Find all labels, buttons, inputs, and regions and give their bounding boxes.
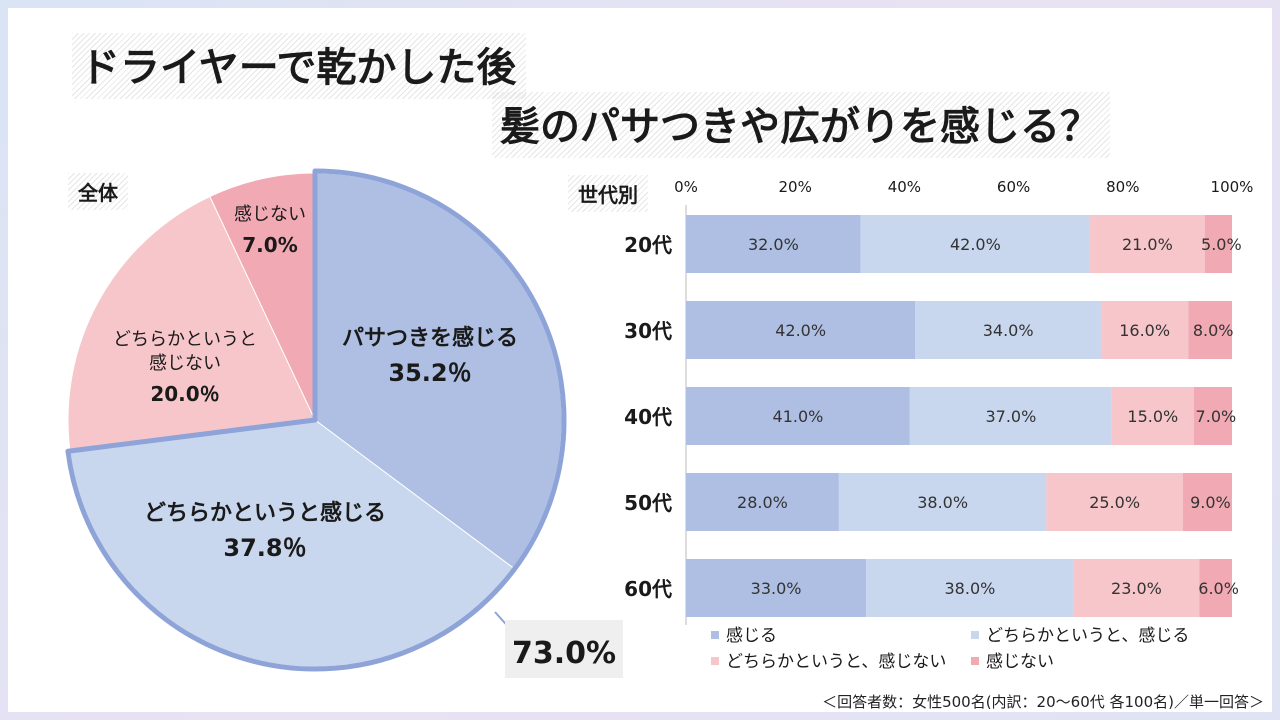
bar-value-label: 5.0% bbox=[1201, 235, 1242, 254]
bar-segment bbox=[860, 215, 1091, 273]
bar-segment bbox=[686, 473, 839, 531]
category-label: 50代 bbox=[624, 491, 672, 515]
pie-highlight-outline bbox=[65, 168, 567, 672]
category-label: 60代 bbox=[624, 577, 672, 601]
bar-segment bbox=[1046, 473, 1183, 531]
x-tick-label: 20% bbox=[779, 178, 812, 196]
bar-segment bbox=[866, 559, 1074, 617]
bar-value-label: 8.0% bbox=[1193, 321, 1234, 340]
bar-value-label: 21.0% bbox=[1122, 235, 1173, 254]
bar-value-label: 9.0% bbox=[1190, 493, 1231, 512]
footnote: ＜回答者数：女性500名(内訳：20～60代 各100名)／単一回答＞ bbox=[822, 693, 1264, 711]
pie-slice-label: どちらかというと感じる bbox=[144, 500, 386, 526]
bar-value-label: 25.0% bbox=[1089, 493, 1140, 512]
bar-value-label: 28.0% bbox=[737, 493, 788, 512]
legend-label: どちらかというと、感じない bbox=[726, 652, 946, 672]
legend-label: 感じない bbox=[986, 652, 1054, 672]
pie-slice bbox=[67, 195, 316, 452]
bar-segment bbox=[915, 301, 1101, 359]
category-label: 30代 bbox=[624, 319, 672, 343]
bar-segment bbox=[1073, 559, 1200, 617]
pie-slice-label: 感じない bbox=[234, 204, 306, 225]
bar-value-label: 16.0% bbox=[1119, 321, 1170, 340]
x-tick-label: 40% bbox=[888, 178, 921, 196]
bar-segment bbox=[1182, 473, 1232, 531]
x-tick-label: 80% bbox=[1106, 178, 1139, 196]
callout-box bbox=[505, 620, 623, 678]
legend-label: どちらかというと、感じる bbox=[986, 626, 1189, 646]
bar-section-label: 世代別 bbox=[568, 175, 648, 212]
bar-segment bbox=[909, 387, 1112, 445]
callout-total: 73.0% bbox=[512, 636, 616, 671]
bar-value-label: 37.0% bbox=[985, 407, 1036, 426]
pie-slice-value: 35.2％ bbox=[388, 359, 471, 387]
legend-swatch bbox=[971, 631, 979, 639]
x-tick-label: 0% bbox=[674, 178, 698, 196]
bar-segment bbox=[686, 387, 910, 445]
bar-value-label: 34.0% bbox=[983, 321, 1034, 340]
pie-slice-value: 37.8％ bbox=[223, 534, 306, 562]
legend-label: 感じる bbox=[726, 626, 777, 646]
bar-value-label: 6.0% bbox=[1198, 579, 1239, 598]
pie-slice-label: パサつきを感じる bbox=[342, 325, 518, 351]
bar-value-label: 7.0% bbox=[1196, 407, 1237, 426]
pie-slice-value: 20.0％ bbox=[150, 382, 219, 406]
category-label: 20代 bbox=[624, 233, 672, 257]
bar-segment bbox=[1204, 215, 1232, 273]
bar-segment bbox=[1199, 559, 1232, 617]
bar-segment bbox=[1111, 387, 1194, 445]
bar-value-label: 42.0% bbox=[775, 321, 826, 340]
bar-value-label: 23.0% bbox=[1111, 579, 1162, 598]
bar-segment bbox=[838, 473, 1047, 531]
legend-swatch bbox=[711, 657, 719, 665]
bar-value-label: 33.0% bbox=[751, 579, 802, 598]
legend-swatch bbox=[971, 657, 979, 665]
bar-segment bbox=[686, 215, 861, 273]
legend-swatch bbox=[711, 631, 719, 639]
title-line-2: 髪のパサつきや広がりを感じる？ bbox=[492, 92, 1110, 158]
bar-segment bbox=[1188, 301, 1232, 359]
bar-segment bbox=[1090, 215, 1205, 273]
bar-segment bbox=[686, 301, 916, 359]
title-line-1: ドライヤーで乾かした後 bbox=[72, 33, 527, 99]
pie-slice-label: 感じない bbox=[149, 353, 221, 374]
category-label: 40代 bbox=[624, 405, 672, 429]
bar-segment bbox=[1100, 301, 1189, 359]
bar-segment bbox=[686, 559, 867, 617]
pie-slice-value: 7.0% bbox=[242, 233, 297, 257]
bar-value-label: 38.0% bbox=[945, 579, 996, 598]
x-tick-label: 100% bbox=[1211, 178, 1254, 196]
bar-value-label: 42.0% bbox=[950, 235, 1001, 254]
bar-value-label: 38.0% bbox=[917, 493, 968, 512]
bar-value-label: 15.0% bbox=[1127, 407, 1178, 426]
x-tick-label: 60% bbox=[997, 178, 1030, 196]
bar-value-label: 32.0% bbox=[748, 235, 799, 254]
bar-segment bbox=[1193, 387, 1232, 445]
bar-value-label: 41.0% bbox=[773, 407, 824, 426]
pie-slice-label: どちらかというと bbox=[113, 329, 257, 350]
pie-section-label: 全体 bbox=[68, 173, 128, 210]
